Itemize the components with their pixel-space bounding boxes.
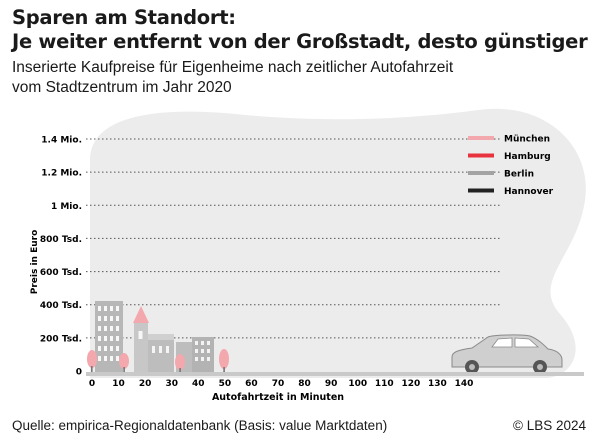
x-tick-label: 60: [245, 379, 258, 389]
title-line-2: Je weiter entfernt von der Großstadt, de…: [12, 30, 588, 53]
x-axis-ticks: 0 10 20 30 40 50 60 70 80 90 100 110 120 130 140: [89, 379, 474, 389]
legend-swatch: [468, 171, 494, 175]
chart-subtitle: Inserierte Kaufpreise für Eigenheime nac…: [12, 58, 453, 98]
x-tick-label: 140: [455, 379, 474, 389]
title-line-1: Sparen am Standort:: [12, 6, 236, 29]
x-tick-label: 100: [348, 379, 367, 389]
subtitle-line-1: Inserierte Kaufpreise für Eigenheime nac…: [12, 59, 454, 76]
legend: München Hamburg Berlin Hannover: [468, 135, 554, 197]
copyright-note: © LBS 2024: [513, 418, 586, 433]
source-note: Quelle: empirica-Regionaldatenbank (Basi…: [12, 418, 388, 433]
x-tick-label: 130: [428, 379, 447, 389]
background-blob: [90, 108, 586, 378]
x-axis-label: Autofahrtzeit in Minuten: [212, 392, 344, 403]
y-tick-label: 800 Tsd.: [40, 235, 82, 245]
y-axis-ticks: 0 200 Tsd. 400 Tsd. 600 Tsd. 800 Tsd. 1 Mio. 1…: [40, 136, 82, 378]
x-tick-label: 110: [375, 379, 394, 389]
city-illustration: [87, 301, 229, 373]
car-illustration: [451, 334, 563, 374]
x-tick-label: 50: [219, 379, 232, 389]
x-tick-label: 70: [272, 379, 285, 389]
legend-label: Berlin: [504, 170, 534, 180]
x-tick-label: 90: [325, 379, 338, 389]
y-tick-label: 400 Tsd.: [40, 301, 82, 311]
y-tick-label: 1.4 Mio.: [41, 136, 82, 146]
x-tick-label: 40: [192, 379, 205, 389]
y-tick-label: 600 Tsd.: [40, 268, 82, 278]
legend-label: Hamburg: [504, 152, 551, 162]
ground-line: [86, 372, 584, 376]
subtitle-line-2: vom Stadtzentrum im Jahr 2020: [12, 79, 232, 96]
y-tick-label: 200 Tsd.: [40, 334, 82, 344]
y-axis-label: Preis in Euro: [30, 230, 40, 295]
legend-swatch: [468, 136, 494, 140]
y-tick-label: 1 Mio.: [51, 202, 82, 212]
y-tick-label: 1.2 Mio.: [41, 169, 82, 179]
x-tick-label: 30: [165, 379, 178, 389]
x-tick-label: 10: [112, 379, 125, 389]
legend-swatch: [468, 188, 494, 193]
x-tick-label: 80: [298, 379, 311, 389]
chart-title: Sparen am Standort: Je weiter entfernt v…: [12, 6, 588, 54]
y-tick-label: 0: [76, 368, 82, 378]
legend-label: Hannover: [504, 187, 554, 197]
x-tick-label: 120: [401, 379, 420, 389]
x-tick-label: 20: [139, 379, 152, 389]
x-tick-label: 0: [89, 379, 95, 389]
legend-label: München: [504, 135, 550, 145]
legend-swatch: [468, 153, 494, 158]
